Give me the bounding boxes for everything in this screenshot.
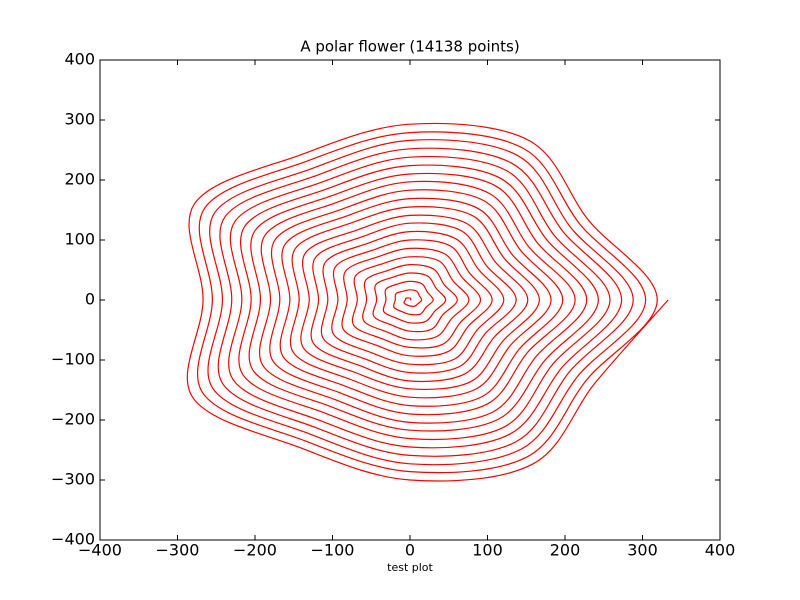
x-tick-label: 100	[472, 541, 503, 560]
y-tick-label: −200	[51, 410, 95, 429]
x-tick-label: −400	[78, 541, 122, 560]
y-tick-label: −300	[51, 470, 95, 489]
y-tick-label: 200	[64, 170, 95, 189]
x-tick-label: 0	[405, 541, 415, 560]
y-tick-label: 0	[85, 290, 95, 309]
flower-line	[186, 122, 669, 482]
y-tick-label: −400	[51, 530, 95, 549]
x-tick-label: −300	[156, 541, 200, 560]
x-tick-label: 300	[627, 541, 658, 560]
x-tick-label: −200	[233, 541, 277, 560]
y-tick-label: 100	[64, 230, 95, 249]
chart-title: A polar flower (14138 points)	[300, 38, 519, 56]
x-tick-label: −100	[311, 541, 355, 560]
y-tick-label: 300	[64, 110, 95, 129]
x-axis-label: test plot	[387, 561, 433, 574]
x-tick-label: 200	[550, 541, 581, 560]
y-tick-label: 400	[64, 50, 95, 69]
x-tick-label: 400	[705, 541, 736, 560]
y-tick-label: −100	[51, 350, 95, 369]
